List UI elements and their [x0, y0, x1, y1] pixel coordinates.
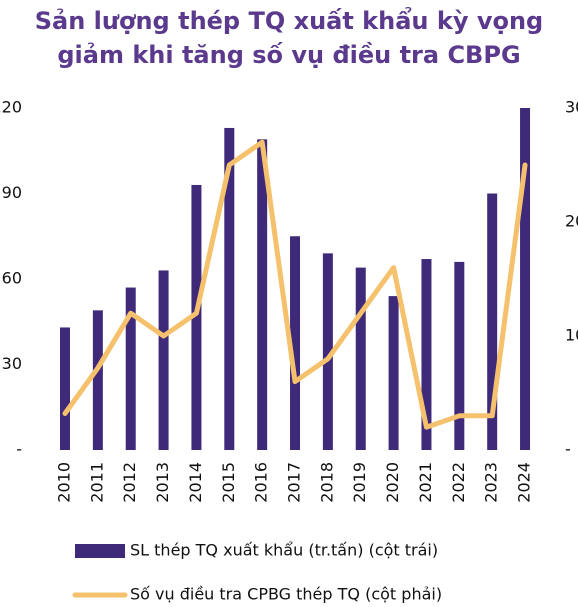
x-tick-label: 2018	[317, 462, 336, 503]
y-tick-label: 120	[0, 98, 22, 117]
x-tick-label: 2020	[383, 462, 402, 503]
bar	[421, 259, 432, 450]
bar	[290, 236, 301, 450]
line	[62, 139, 528, 430]
bar	[191, 184, 202, 450]
bar	[257, 139, 268, 450]
bar	[158, 270, 169, 450]
legend-swatch	[75, 544, 125, 558]
bar	[454, 261, 465, 450]
x-tick-label: 2017	[285, 462, 304, 503]
y-tick-label: 60	[2, 269, 22, 288]
chart-title: Sản lượng thép TQ xuất khẩu kỳ vọng	[35, 5, 543, 35]
bar	[125, 287, 136, 450]
x-tick-label: 2010	[55, 462, 74, 503]
x-tick-label: 2021	[416, 462, 435, 503]
x-tick-label: 2016	[252, 462, 271, 503]
y2-tick-label: 30	[565, 98, 578, 117]
y-tick-label: -	[16, 440, 22, 459]
bar	[322, 253, 333, 450]
bar	[520, 108, 531, 450]
x-tick-label: 2014	[186, 462, 205, 503]
bar	[487, 193, 498, 450]
y-tick-label: 90	[2, 183, 22, 202]
x-tick-label: 2023	[482, 462, 501, 503]
chart-title: giảm khi tăng số vụ điều tra CBPG	[57, 41, 520, 69]
y-tick-label: 30	[2, 354, 22, 373]
x-tick-label: 2012	[120, 462, 139, 503]
bar	[60, 327, 70, 450]
bar	[388, 296, 399, 450]
legend-label: Số vụ điều tra CPBG thép TQ (cột phải)	[130, 585, 442, 604]
x-tick-label: 2019	[350, 462, 369, 503]
x-tick-label: 2013	[153, 462, 172, 503]
bar	[224, 127, 235, 450]
x-tick-label: 2022	[449, 462, 468, 503]
bar	[355, 267, 366, 450]
y2-tick-label: 10	[565, 326, 578, 345]
x-tick-label: 2024	[515, 462, 534, 503]
bar	[92, 310, 103, 450]
x-tick-label: 2015	[219, 462, 238, 503]
y2-tick-label: 20	[565, 212, 578, 231]
legend-label: SL thép TQ xuất khẩu (tr.tấn) (cột trái)	[130, 541, 438, 560]
x-tick-label: 2011	[87, 462, 106, 503]
y2-tick-label: -	[565, 440, 571, 459]
